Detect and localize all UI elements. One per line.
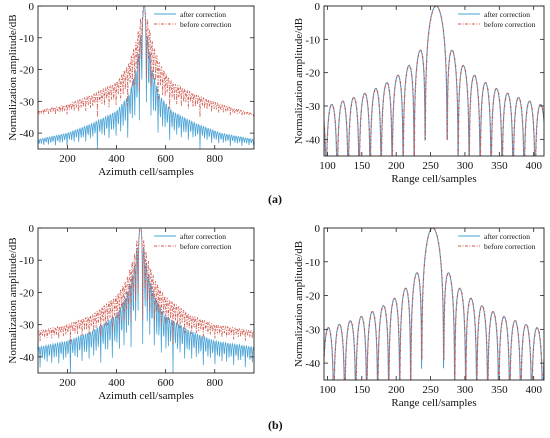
series-line-before xyxy=(324,228,544,380)
y-tick-label: -30 xyxy=(305,101,320,113)
legend-entry: after correction xyxy=(180,10,226,19)
x-axis-label: Azimuth cell/samples xyxy=(98,390,194,402)
y-tick-label: -20 xyxy=(19,287,34,299)
y-tick-label: -20 xyxy=(305,68,320,80)
x-tick-label: 600 xyxy=(157,153,174,165)
x-tick-label: 350 xyxy=(491,160,508,172)
series-line-before xyxy=(38,228,254,345)
x-tick-label: 150 xyxy=(354,384,371,396)
plot-area xyxy=(324,6,544,156)
chart-azimuth-b: 0 -10 -20 -30 -40 200 400 600 800 Azimuth cell/sa… xyxy=(7,223,255,402)
plot-area xyxy=(324,228,544,380)
y-tick-label: -40 xyxy=(305,358,320,370)
y-tick-label: -20 xyxy=(19,65,34,77)
y-tick-label: -30 xyxy=(305,324,320,336)
panel-label-b: (b) xyxy=(268,418,283,432)
y-tick-label: 0 xyxy=(315,1,321,13)
series-line-before xyxy=(324,6,544,156)
x-tick-label: 100 xyxy=(319,160,336,172)
legend-entry: before correction xyxy=(484,20,536,29)
x-tick-label: 250 xyxy=(422,160,439,172)
x-axis-label: Azimuth cell/samples xyxy=(98,166,194,178)
x-tick-label: 150 xyxy=(354,160,371,172)
y-tick-label: -10 xyxy=(19,33,34,45)
x-tick-label: 100 xyxy=(319,384,336,396)
y-tick-label: 0 xyxy=(29,223,35,235)
y-tick-label: -10 xyxy=(305,257,320,269)
y-axis-label: Normalization amplitude/dB xyxy=(293,241,305,367)
legend-entry: after correction xyxy=(484,232,530,241)
series-line-before xyxy=(38,6,254,118)
plot-area xyxy=(38,6,254,149)
x-tick-label: 200 xyxy=(388,384,405,396)
y-tick-label: -30 xyxy=(19,96,34,108)
y-axis-label: Normalization amplitude/dB xyxy=(293,18,305,144)
chart-range-b: 0 -10 -20 -30 -40 100 150 200 250 300 350 400 Range … xyxy=(293,223,545,409)
x-tick-label: 400 xyxy=(108,377,125,389)
legend-entry: before correction xyxy=(180,20,232,29)
legend-entry: after correction xyxy=(180,232,226,241)
x-tick-label: 300 xyxy=(457,384,474,396)
x-tick-label: 350 xyxy=(491,384,508,396)
y-axis-label: Normalization amplitude/dB xyxy=(7,237,19,363)
x-tick-label: 250 xyxy=(422,384,439,396)
x-tick-label: 400 xyxy=(525,384,542,396)
x-tick-label: 200 xyxy=(59,377,76,389)
y-axis-label: Normalization amplitude/dB xyxy=(7,14,19,140)
x-tick-label: 200 xyxy=(388,160,405,172)
y-tick-label: -40 xyxy=(19,128,34,140)
legend-entry: after correction xyxy=(484,10,530,19)
chart-azimuth-a: 0 -10 -20 -30 -40 200 400 600 800 Azimuth cell/sa… xyxy=(7,1,255,178)
series-line-after xyxy=(324,228,544,380)
y-tick-label: -40 xyxy=(19,352,34,364)
legend-entry: before correction xyxy=(180,242,232,251)
panel-label-a: (a) xyxy=(268,192,282,206)
y-tick-label: 0 xyxy=(315,223,321,235)
axes-frame xyxy=(323,5,545,157)
y-tick-label: -30 xyxy=(19,320,34,332)
series-line-after xyxy=(38,228,254,373)
x-tick-label: 600 xyxy=(157,377,174,389)
x-axis-label: Range cell/samples xyxy=(391,173,476,185)
plot-area xyxy=(38,228,254,373)
axes-frame xyxy=(37,5,255,150)
y-tick-label: -20 xyxy=(305,291,320,303)
x-tick-label: 800 xyxy=(206,153,223,165)
y-tick-label: -40 xyxy=(305,134,320,146)
axes-frame xyxy=(323,227,545,381)
chart-range-a: 0 -10 -20 -30 -40 100 150 200 250 300 350 400 Range … xyxy=(293,1,545,185)
y-tick-label: 0 xyxy=(29,1,35,13)
x-tick-label: 400 xyxy=(525,160,542,172)
x-tick-label: 300 xyxy=(457,160,474,172)
y-tick-label: -10 xyxy=(305,34,320,46)
legend-entry: before correction xyxy=(484,242,536,251)
x-tick-label: 400 xyxy=(108,153,125,165)
x-axis-label: Range cell/samples xyxy=(391,397,476,409)
axes-frame xyxy=(37,227,255,374)
x-tick-label: 800 xyxy=(206,377,223,389)
y-tick-label: -10 xyxy=(19,255,34,267)
series-line-after xyxy=(324,6,544,156)
x-tick-label: 200 xyxy=(59,153,76,165)
